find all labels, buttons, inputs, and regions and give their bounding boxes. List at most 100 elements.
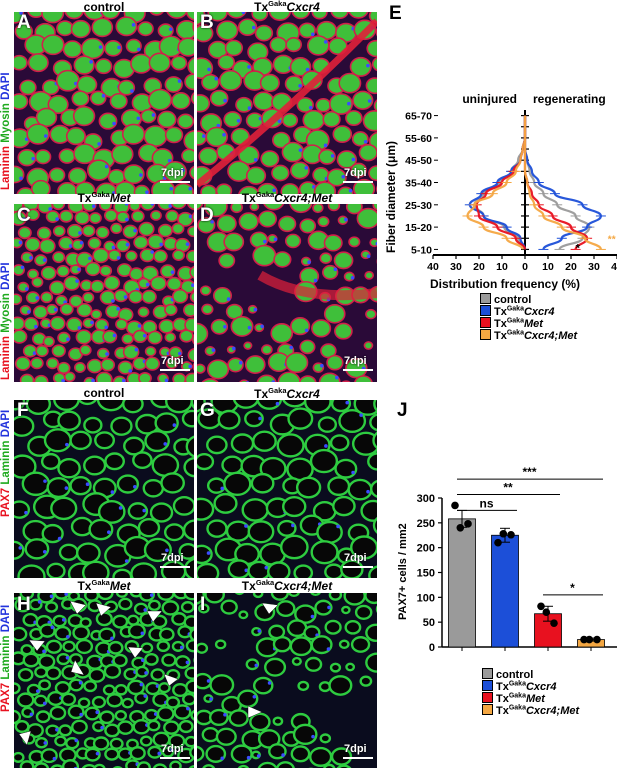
fiber-cell — [166, 12, 188, 19]
fiber-cell — [375, 27, 377, 37]
nucleus — [85, 482, 90, 486]
fiber-cell — [112, 765, 123, 768]
fiber-cell — [185, 435, 194, 458]
fiber-cell — [14, 709, 22, 725]
fiber-cell — [249, 204, 260, 212]
section-label-regenerating: regenerating — [533, 92, 606, 106]
micrograph-a-image — [14, 12, 194, 194]
dpi-label-i: 7dpi — [344, 743, 367, 755]
fiber-cell — [279, 534, 309, 560]
nucleus — [216, 123, 221, 128]
fiber-cell — [152, 763, 168, 768]
fiber-cell — [103, 663, 122, 679]
fiber-cell — [332, 125, 353, 144]
fiber-cell — [44, 601, 59, 613]
fiber-cell — [338, 639, 350, 650]
fiber-cell — [368, 565, 377, 578]
fiber-cell — [183, 557, 194, 578]
nucleus — [351, 157, 356, 162]
arrowhead-6 — [163, 673, 179, 687]
fiber-cell — [122, 164, 145, 185]
fiber-cell — [83, 416, 103, 434]
nucleus — [66, 634, 70, 639]
fiber-cell — [363, 341, 374, 350]
nucleus — [169, 186, 174, 191]
nucleus — [97, 142, 101, 146]
fiber-cell — [122, 224, 139, 239]
panel-d-title: TxGakaCxcr4;Met — [241, 190, 333, 205]
nucleus — [244, 568, 249, 573]
fiber-cell — [197, 745, 205, 762]
panel-h-letter: H — [17, 594, 31, 615]
fiber-cell — [25, 291, 40, 305]
panel-e-letter: E — [389, 3, 402, 24]
fiber-cell — [232, 400, 260, 409]
fiber-cell — [102, 684, 116, 696]
chart-e-annotation: ** — [608, 234, 616, 245]
nucleus — [118, 506, 123, 510]
fiber-cell — [216, 20, 239, 41]
nucleus — [165, 548, 169, 553]
fiber-cell — [14, 329, 28, 344]
fiber-cell — [257, 761, 278, 768]
fiber-cell — [147, 719, 161, 732]
nucleus — [65, 442, 69, 447]
nucleus — [149, 593, 154, 597]
nucleus — [179, 645, 184, 650]
fiber-cell — [33, 374, 49, 382]
nucleus — [89, 60, 93, 64]
chart-e-annotation: * — [576, 242, 581, 254]
micrograph-g-image — [197, 400, 377, 578]
nucleus — [116, 256, 121, 260]
fiber-cell — [230, 315, 254, 337]
nucleus — [185, 242, 190, 246]
fiber-cell — [181, 148, 194, 164]
chart-j-point-cxcr4 — [507, 530, 515, 539]
fiber-cell — [190, 400, 194, 410]
fiber-cell — [256, 374, 277, 382]
fiber-cell — [216, 214, 237, 233]
micrograph-i-image — [197, 593, 377, 768]
nucleus — [32, 351, 37, 355]
fiber-cell — [154, 412, 179, 434]
fiber-cell — [341, 605, 351, 615]
scale-bar-i — [343, 757, 373, 759]
fiber-cell — [249, 712, 271, 732]
fiber-cell — [197, 363, 206, 374]
fiber-cell — [24, 538, 50, 560]
nucleus — [308, 105, 313, 110]
fiber-cell — [234, 593, 244, 596]
nucleus — [326, 647, 331, 651]
fiber-cell — [189, 265, 194, 279]
chart-j-point-met — [542, 608, 551, 617]
nucleus — [43, 134, 48, 138]
fiber-cell — [197, 204, 204, 211]
chart-e-ytick-label: 35-40 — [405, 178, 432, 190]
fiber-cell — [275, 761, 295, 768]
fiber-cell — [75, 638, 94, 655]
nucleus — [95, 751, 100, 756]
arrowhead-8 — [18, 730, 32, 746]
nucleus — [110, 636, 114, 641]
nucleus — [335, 375, 339, 380]
chart-e-ylabel: Fiber diameter (μm) — [384, 140, 398, 253]
fiber-cell — [275, 600, 296, 617]
nucleus — [110, 490, 115, 494]
nucleus — [143, 608, 148, 612]
fiber-cell — [197, 57, 214, 80]
nucleus — [273, 237, 278, 242]
fiber-cell — [197, 24, 214, 43]
legend-e-cxcr4: TxGakaCxcr4 — [480, 305, 555, 318]
nucleus — [351, 470, 355, 475]
chart-e-xtick-label: 20 — [565, 261, 577, 273]
fiber-cell — [187, 347, 194, 363]
chart-j-ytick-label: 50 — [423, 617, 435, 629]
fiber-cell — [318, 148, 336, 165]
nucleus — [201, 134, 206, 138]
fiber-cell — [336, 764, 352, 768]
nucleus — [359, 413, 363, 417]
nucleus — [77, 267, 81, 272]
fiber-cell — [57, 410, 81, 432]
chart-e-xtick-label: 20 — [473, 261, 485, 273]
